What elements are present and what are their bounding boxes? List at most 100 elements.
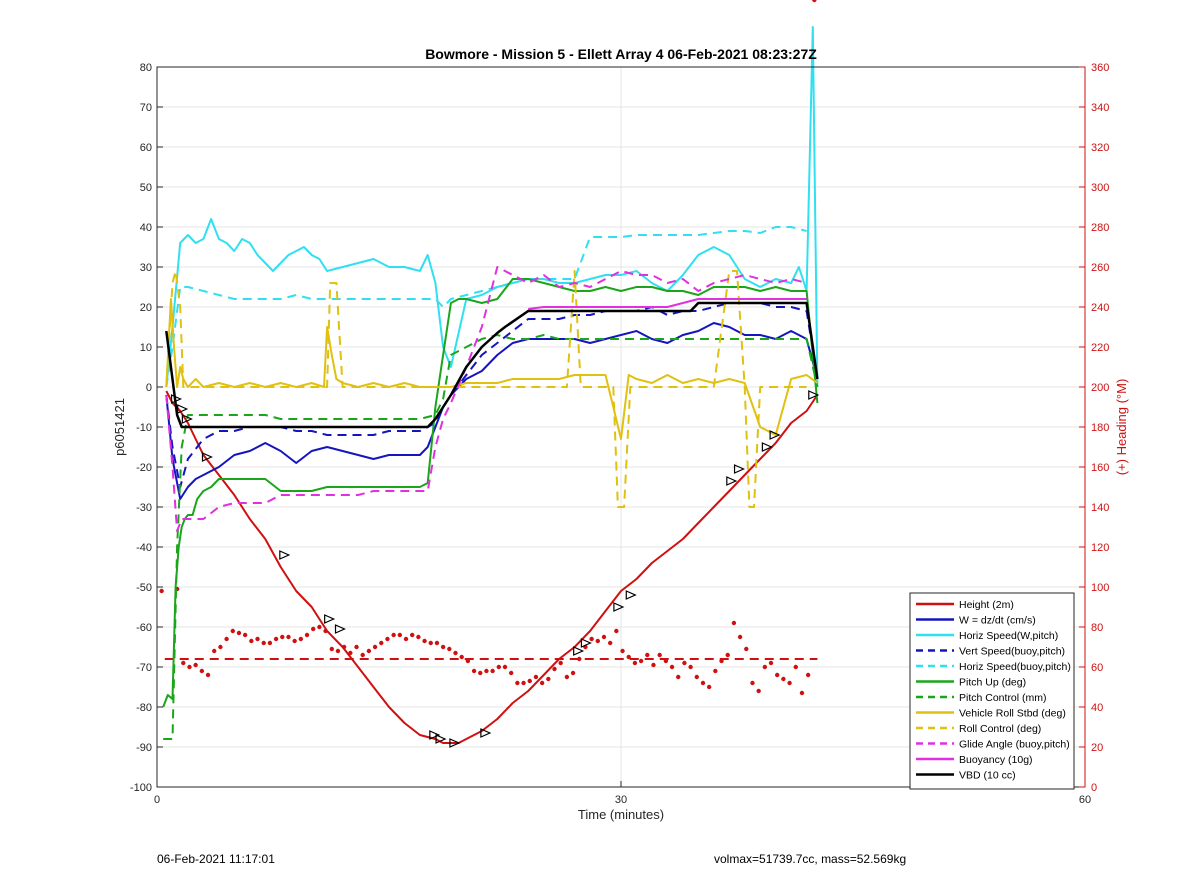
heading-point (360, 652, 365, 658)
y2-tick-label: 100 (1091, 582, 1109, 594)
y-tick-label: -80 (136, 702, 152, 714)
heading-point (725, 652, 730, 658)
heading-point (298, 636, 304, 642)
heading-point (564, 674, 570, 680)
heading-point (799, 690, 805, 696)
heading-point (731, 620, 737, 626)
legend-label: Buoyancy (10g) (959, 754, 1033, 766)
heading-point (397, 632, 403, 638)
heading-point (632, 660, 638, 666)
heading-point (713, 668, 718, 674)
heading-point (459, 654, 464, 660)
height-marker (170, 394, 183, 404)
heading-point (558, 660, 563, 666)
heading-point (577, 656, 582, 662)
y-tick-label: -10 (136, 422, 152, 434)
height-marker (177, 404, 189, 414)
y2-tick-label: 320 (1091, 142, 1109, 154)
y2-tick-label: 200 (1091, 382, 1109, 394)
y2-tick-label: 180 (1091, 422, 1109, 434)
height-marker (733, 464, 746, 474)
legend-label: Vert Speed(buoy,pitch) (959, 646, 1065, 658)
y2-tick-label: 20 (1091, 742, 1103, 754)
heading-point (218, 644, 223, 650)
y2-tick-label: 120 (1091, 542, 1109, 554)
heading-point (645, 652, 650, 658)
height-marker (201, 452, 213, 462)
heading-point (793, 664, 798, 670)
heading-point (756, 688, 761, 694)
heading-point (676, 674, 681, 680)
heading-point (651, 662, 656, 668)
height-markers (170, 390, 820, 748)
heading-point (496, 664, 502, 670)
heading-point (484, 668, 489, 674)
heading-point (273, 636, 279, 642)
legend-label: Glide Angle (buoy,pitch) (959, 739, 1070, 751)
heading-point (403, 636, 409, 642)
chart-title: Bowmore - Mission 5 - Ellett Array 4 06-… (425, 46, 817, 62)
y2-tick-label: 40 (1091, 702, 1103, 714)
heading-point (812, 0, 817, 3)
heading-point (193, 662, 198, 668)
legend-label: Pitch Up (deg) (959, 677, 1026, 689)
series-line-7 (165, 298, 818, 440)
heading-point (440, 644, 446, 650)
legend-label: W = dz/dt (cm/s) (959, 615, 1036, 627)
heading-point (453, 650, 458, 656)
heading-point (280, 634, 285, 640)
heading-point (242, 632, 248, 638)
heading-point (539, 680, 545, 686)
heading-point (354, 644, 359, 650)
heading-point (620, 648, 625, 654)
y2-tick-label: 160 (1091, 462, 1109, 474)
heading-point (614, 628, 619, 634)
height-marker (726, 476, 738, 486)
height-marker (480, 728, 492, 738)
y2-tick-label: 220 (1091, 342, 1109, 354)
axis-ticks: -100-90-80-70-60-50-40-30-20-10010203040… (130, 62, 1109, 806)
height-marker (435, 734, 447, 744)
y-tick-label: -30 (136, 502, 152, 514)
heading-point (428, 640, 433, 646)
y-tick-label: -90 (136, 742, 152, 754)
y2-tick-label: 360 (1091, 62, 1109, 74)
heading-point (465, 658, 471, 664)
x-tick-label: 0 (154, 794, 160, 806)
x-tick-label: 30 (615, 794, 627, 806)
y-tick-label: 10 (140, 342, 152, 354)
heading-point (787, 680, 792, 686)
heading-point (311, 626, 316, 632)
series-line-0 (165, 390, 819, 744)
heading-point (570, 670, 576, 676)
footer-info: volmax=51739.7cc, mass=52.569kg (714, 852, 907, 866)
series-line-8 (165, 270, 807, 508)
heading-point (292, 638, 297, 644)
heading-point (595, 638, 600, 644)
heading-point (682, 660, 687, 666)
heading-point (589, 636, 594, 642)
heading-point (410, 632, 415, 638)
heading-point (329, 646, 334, 652)
y2-axis-label: (+) Heading (°M) (1114, 379, 1129, 476)
heading-point (700, 680, 706, 686)
heading-point (768, 660, 774, 666)
heading-point (159, 588, 164, 594)
y2-tick-label: 280 (1091, 222, 1109, 234)
y-tick-label: 0 (146, 382, 152, 394)
heading-point (471, 668, 477, 674)
heading-point (490, 668, 495, 674)
heading-point (447, 646, 452, 652)
heading-point (508, 670, 514, 676)
y-tick-label: -100 (130, 782, 152, 794)
y2-tick-label: 0 (1091, 782, 1097, 794)
heading-point (366, 648, 372, 654)
heading-point (775, 672, 780, 678)
legend-label: Roll Control (deg) (959, 723, 1041, 735)
height-marker (580, 638, 592, 648)
y-tick-label: 40 (140, 222, 152, 234)
heading-point (385, 636, 390, 642)
legend-box (909, 592, 1075, 790)
height-marker (625, 590, 637, 600)
